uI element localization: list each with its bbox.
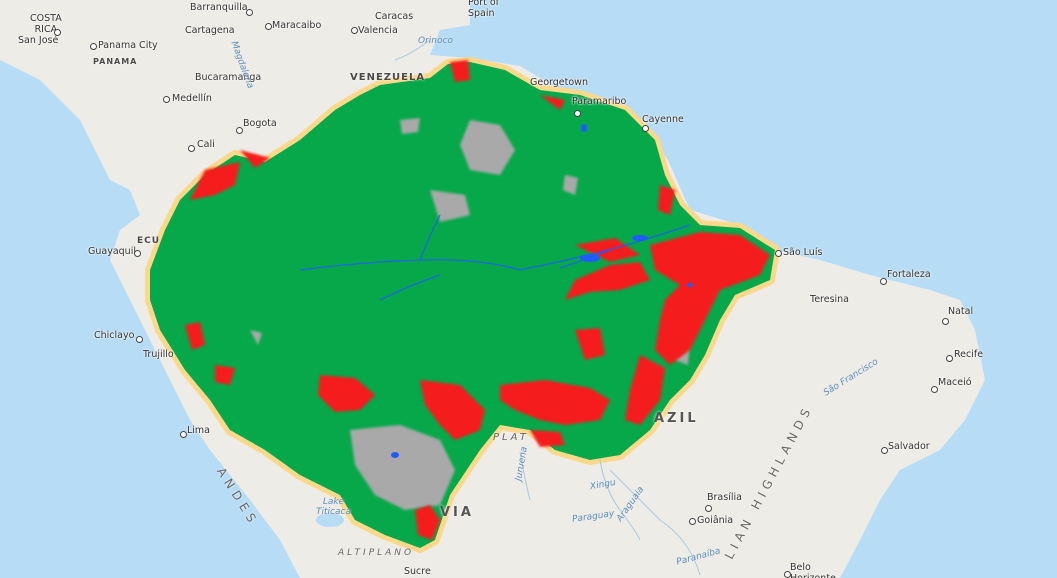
label-barranquilla: Barranquilla <box>190 2 248 13</box>
city-marker <box>946 355 953 362</box>
city-marker <box>265 23 272 30</box>
label-salvador: Salvador <box>888 441 930 452</box>
label-belo-horizonte: BeloHorizonte <box>790 562 836 578</box>
city-marker <box>775 250 782 257</box>
label-plateau: PLAT <box>493 432 529 443</box>
label-teresina: Teresina <box>810 294 850 305</box>
label-cartagena: Cartagena <box>185 25 235 36</box>
city-marker <box>188 145 195 152</box>
label-trujillo: Trujillo <box>143 349 174 360</box>
city-marker <box>705 505 712 512</box>
label-maracaibo: Maracaibo <box>272 20 322 31</box>
city-marker <box>689 518 696 525</box>
city-marker <box>236 127 243 134</box>
label-georgetown: Georgetown <box>530 77 588 88</box>
city-marker <box>574 110 581 117</box>
label-bucaramanga: Bucaramanga <box>195 72 262 83</box>
label-caracas: Caracas <box>375 11 414 22</box>
label-cali: Cali <box>197 139 215 150</box>
label-brazil: AZIL <box>654 411 699 426</box>
label-paramaribo: Paramaribo <box>572 96 627 107</box>
label-panama: PANAMA <box>93 57 138 66</box>
city-marker <box>931 386 938 393</box>
label-fortaleza: Fortaleza <box>887 269 931 280</box>
city-marker <box>784 571 791 578</box>
label-altiplano: ALTIPLANO <box>338 548 415 558</box>
rivers <box>394 39 701 576</box>
city-marker <box>942 318 949 325</box>
deforested-areas <box>185 60 770 540</box>
city-marker <box>90 43 97 50</box>
label-bolivia: VIA <box>440 505 474 520</box>
label-medellin: Medellín <box>172 93 212 104</box>
forest-area <box>150 62 775 548</box>
label-orinoco: Orinoco <box>418 36 453 46</box>
label-recife: Recife <box>954 349 984 360</box>
label-lima: Lima <box>187 425 211 436</box>
label-brasilia: Brasília <box>707 492 742 503</box>
city-marker <box>880 278 887 285</box>
non-forest-areas <box>250 118 690 510</box>
city-marker <box>881 447 888 454</box>
label-maceio: Maceió <box>938 377 972 388</box>
label-venezuela: VENEZUELA <box>350 72 426 83</box>
city-marker <box>136 336 143 343</box>
label-ecuador: ECU <box>137 236 161 246</box>
water-patches <box>391 124 693 458</box>
lake-titicaca <box>316 513 344 527</box>
city-marker <box>134 250 141 257</box>
label-guayaquil: Guayaquil <box>88 246 136 257</box>
label-panama-city: Panama City <box>98 40 158 51</box>
label-cayenne: Cayenne <box>642 114 684 125</box>
city-marker <box>180 431 187 438</box>
city-marker <box>351 27 358 34</box>
city-marker <box>246 9 253 16</box>
label-goiania: Goiânia <box>697 515 734 526</box>
label-bogota: Bogota <box>243 118 277 129</box>
label-chiclayo: Chiclayo <box>94 330 135 341</box>
city-marker <box>54 29 61 36</box>
label-san-jose: San José <box>18 35 59 46</box>
central-america <box>0 0 150 48</box>
city-marker <box>163 96 170 103</box>
label-valencia: Valencia <box>358 25 398 36</box>
label-costa-rica: COSTA RICA <box>30 13 62 35</box>
label-sao-luis: São Luís <box>783 247 823 258</box>
label-lake-titicaca: Lake Titicaca <box>316 497 351 517</box>
label-port-of-spain: Port of Spain <box>468 0 500 19</box>
city-marker <box>642 125 649 132</box>
label-natal: Natal <box>948 306 974 317</box>
label-sucre: Sucre <box>404 566 431 577</box>
